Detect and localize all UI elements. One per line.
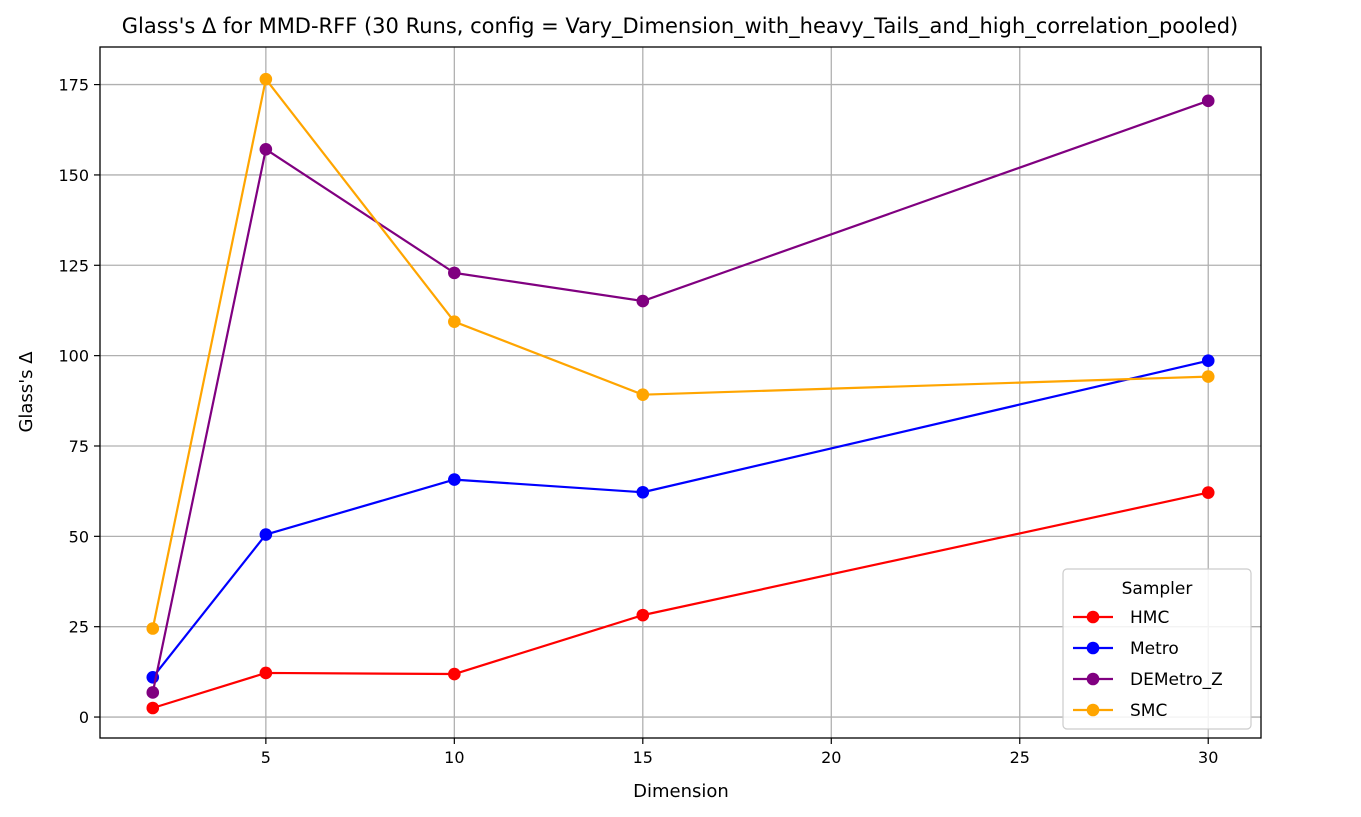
legend-label: SMC	[1130, 701, 1167, 721]
series-metro	[146, 354, 1215, 684]
y-tick-label: 150	[58, 166, 89, 185]
y-tick-label: 125	[58, 256, 89, 275]
data-point-demetro-z	[636, 294, 650, 308]
data-point-metro	[448, 473, 461, 486]
data-point-smc	[636, 388, 650, 401]
y-axis-label: Glass's Δ	[16, 351, 37, 433]
y-tick-label: 100	[58, 347, 89, 366]
x-tick-label: 5	[261, 748, 271, 767]
legend-item-smc: SMC	[1073, 701, 1167, 721]
x-tick-label: 10	[444, 748, 464, 767]
legend-label: HMC	[1130, 608, 1169, 628]
data-point-hmc	[448, 667, 461, 681]
legend-item-demetro-z: DEMetro_Z	[1073, 670, 1223, 690]
data-point-smc	[146, 622, 160, 635]
data-point-smc	[259, 72, 273, 86]
plot-frame	[99, 46, 1262, 739]
data-point-demetro-z	[448, 266, 461, 280]
y-axis-ticks: 0 25 50 75 100 125 150 175	[58, 76, 100, 727]
x-axis-ticks: 5 10 15 20 25 30	[261, 738, 1218, 767]
series-layer	[146, 72, 1215, 715]
x-axis-label: Dimension	[633, 781, 729, 802]
data-point-hmc	[259, 666, 273, 680]
data-point-hmc	[636, 608, 650, 622]
series-hmc	[146, 486, 1215, 715]
legend-title: Sampler	[1122, 579, 1193, 599]
legend-swatch-marker	[1086, 641, 1100, 655]
y-tick-label: 75	[69, 437, 89, 456]
y-tick-label: 0	[79, 708, 89, 727]
data-point-metro	[1201, 354, 1215, 367]
data-point-smc	[448, 315, 461, 328]
series-smc	[146, 72, 1215, 635]
y-tick-label: 25	[69, 618, 89, 637]
data-point-hmc	[1201, 486, 1215, 499]
legend-swatch-marker	[1086, 672, 1100, 686]
legend-item-metro: Metro	[1073, 639, 1179, 659]
y-tick-label: 50	[69, 527, 89, 546]
series-line-metro	[151, 359, 1209, 678]
data-point-demetro-z	[146, 686, 160, 699]
data-point-demetro-z	[1201, 94, 1215, 108]
x-tick-label: 15	[633, 748, 653, 767]
x-tick-label: 25	[1010, 748, 1030, 767]
legend-label: DEMetro_Z	[1130, 670, 1223, 690]
data-point-smc	[1201, 370, 1215, 383]
x-tick-label: 30	[1198, 748, 1218, 767]
data-point-metro	[636, 485, 650, 499]
legend: Sampler HMC Metro DEMetro_Z SMC	[1062, 568, 1252, 730]
legend-swatch-marker	[1086, 610, 1100, 624]
chart-title: Glass's Δ for MMD-RFF (30 Runs, config =…	[122, 14, 1239, 39]
series-demetro-z	[146, 94, 1215, 699]
data-point-metro	[259, 528, 273, 541]
y-tick-label: 175	[58, 76, 89, 95]
legend-label: Metro	[1130, 639, 1179, 659]
legend-box	[1062, 568, 1252, 730]
series-line-smc	[151, 78, 1209, 629]
legend-item-hmc: HMC	[1073, 608, 1169, 628]
x-tick-label: 20	[821, 748, 841, 767]
data-point-demetro-z	[259, 142, 273, 156]
legend-swatch-marker	[1086, 703, 1100, 717]
legend-items: HMC Metro DEMetro_Z SMC	[1073, 608, 1223, 721]
data-point-hmc	[146, 701, 160, 715]
series-line-hmc	[152, 491, 1209, 710]
grid-lines	[100, 47, 1261, 738]
